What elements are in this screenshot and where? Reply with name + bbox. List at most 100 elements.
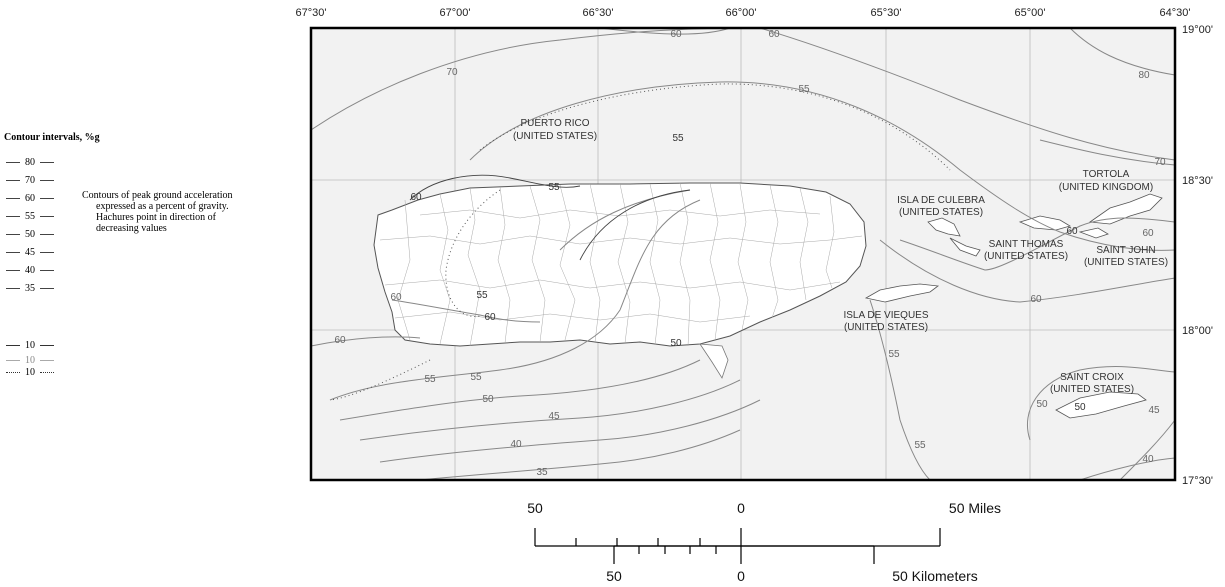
label-puerto-rico: PUERTO RICO	[520, 118, 589, 129]
scale-km-center: 0	[737, 568, 745, 584]
contour-label: 55	[470, 372, 482, 383]
contour-50-stcroix	[1026, 366, 1176, 441]
contour-55-arc	[469, 81, 1176, 251]
label-saint-thomas: SAINT THOMAS	[989, 239, 1064, 250]
contour-60-top2	[759, 27, 1176, 161]
contour-label: 70	[1154, 157, 1166, 168]
saint-croix-island	[1055, 391, 1147, 419]
contour-label: 55	[672, 133, 684, 144]
legend-interval-55: 55	[4, 207, 294, 225]
contour-label: 60	[1142, 228, 1154, 239]
contour-45	[359, 379, 741, 441]
contour-label: 50	[1036, 399, 1048, 410]
scale-miles-center: 0	[737, 500, 745, 516]
contour-label: 50	[1074, 402, 1086, 413]
map-frame	[309, 26, 1177, 482]
scale-bar: 50 0 50 Miles 50 0 50 Kilometers	[527, 500, 1001, 584]
contour-label: 60	[768, 29, 780, 40]
latitude-labels: 19°00' 18°30' 18°00' 17°30'	[1182, 24, 1213, 487]
contour-label: 60	[390, 292, 402, 303]
scale-km-left: 50	[606, 568, 622, 584]
label-saint-croix: SAINT CROIX	[1060, 372, 1124, 383]
lat-tick-1: 18°30'	[1182, 175, 1213, 187]
contour-label: 40	[1142, 454, 1154, 465]
lon-tick-5: 65°00'	[1015, 7, 1046, 19]
contour-label: 40	[510, 439, 522, 450]
legend-sample-secondary: 10	[4, 354, 56, 366]
longitude-labels: 67°30' 67°00' 66°30' 66°00' 65°30' 65°00…	[296, 7, 1191, 19]
legend-interval-80: 80	[4, 153, 294, 171]
contour-55-east	[869, 299, 931, 481]
contour-lines	[310, 27, 1176, 481]
lon-tick-1: 67°00'	[440, 7, 471, 19]
legend-explanation-line-3: Hachures point in direction of	[96, 212, 216, 223]
contour-60-west	[310, 336, 421, 347]
legend-interval-70: 70	[4, 171, 294, 189]
tortola-island	[1088, 193, 1163, 225]
lon-tick-4: 65°30'	[871, 7, 902, 19]
lat-tick-2: 18°00'	[1182, 325, 1213, 337]
legend-interval-40: 40	[4, 261, 294, 279]
contour-label: 60	[334, 335, 346, 346]
contour-label: 60	[670, 29, 682, 40]
label-puerto-rico-country: (UNITED STATES)	[513, 131, 597, 142]
hachured-contours	[329, 83, 951, 401]
contour-label: 70	[446, 67, 458, 78]
contour-label: 55	[798, 84, 810, 95]
contour-55-mid	[559, 189, 691, 251]
contour-40	[379, 399, 761, 463]
legend-title: Contour intervals, %g	[4, 132, 100, 143]
contour-label: 60	[484, 312, 496, 323]
legend-explanation: Contours of peak ground acceleration exp…	[82, 190, 297, 234]
contour-45-stcroix	[1119, 419, 1176, 481]
lon-tick-6: 64°30'	[1160, 7, 1191, 19]
contour-label: 50	[482, 394, 494, 405]
legend: Contour intervals, %g 80 70 60 55 50 45 …	[4, 132, 294, 297]
scale-km-right: 50 Kilometers	[892, 568, 978, 584]
label-vieques-country: (UNITED STATES)	[844, 322, 928, 333]
legend-explanation-line-1: Contours of peak ground acceleration	[82, 190, 233, 201]
contour-40-stcroix	[1079, 457, 1176, 481]
scale-miles-right: 50 Miles	[949, 500, 1001, 516]
contour-50-south	[339, 359, 701, 421]
legend-line-samples: 10 10 10	[4, 336, 56, 378]
label-saint-croix-country: (UNITED STATES)	[1050, 384, 1134, 395]
label-vieques: ISLA DE VIEQUES	[843, 310, 928, 321]
contour-label: 45	[1148, 405, 1160, 416]
legend-interval-list: 80 70 60 55 50 45 40 35	[4, 153, 294, 297]
lat-tick-3: 17°30'	[1182, 475, 1213, 487]
label-saint-john: SAINT JOHN	[1096, 245, 1155, 256]
legend-interval-35: 35	[4, 279, 294, 297]
legend-explanation-line-4: decreasing values	[96, 223, 167, 234]
contour-label: 55	[476, 290, 488, 301]
contour-label: 45	[548, 411, 560, 422]
contour-label: 80	[1138, 70, 1150, 81]
isla-de-culebra	[927, 217, 961, 237]
contour-label: 50	[670, 338, 682, 349]
saint-thomas-island	[1018, 215, 1071, 231]
contour-80-ne	[1069, 27, 1176, 76]
contour-60-top	[599, 27, 731, 35]
contour-55-south	[329, 199, 701, 401]
contour-label: 60	[1030, 294, 1042, 305]
legend-sample-hachure: 10	[4, 366, 56, 378]
label-tortola-country: (UNITED KINGDOM)	[1059, 182, 1153, 193]
lon-tick-3: 66°00'	[726, 7, 757, 19]
label-culebra-country: (UNITED STATES)	[899, 207, 983, 218]
saint-john-island	[1078, 227, 1109, 239]
scale-miles-left: 50	[527, 500, 543, 516]
legend-interval-60: 60	[4, 189, 294, 207]
lat-tick-0: 19°00'	[1182, 24, 1213, 36]
legend-sample-primary: 10	[4, 336, 56, 354]
contour-label: 55	[548, 182, 560, 193]
legend-interval-45: 45	[4, 243, 294, 261]
lon-tick-0: 67°30'	[296, 7, 327, 19]
contour-label: 60	[410, 192, 422, 203]
contour-60-se	[879, 239, 1176, 303]
legend-interval-50: 50	[4, 225, 294, 243]
contour-60-east	[899, 217, 1176, 271]
contour-label: 55	[424, 374, 436, 385]
label-tortola: TORTOLA	[1083, 169, 1130, 180]
label-saint-thomas-country: (UNITED STATES)	[984, 251, 1068, 262]
